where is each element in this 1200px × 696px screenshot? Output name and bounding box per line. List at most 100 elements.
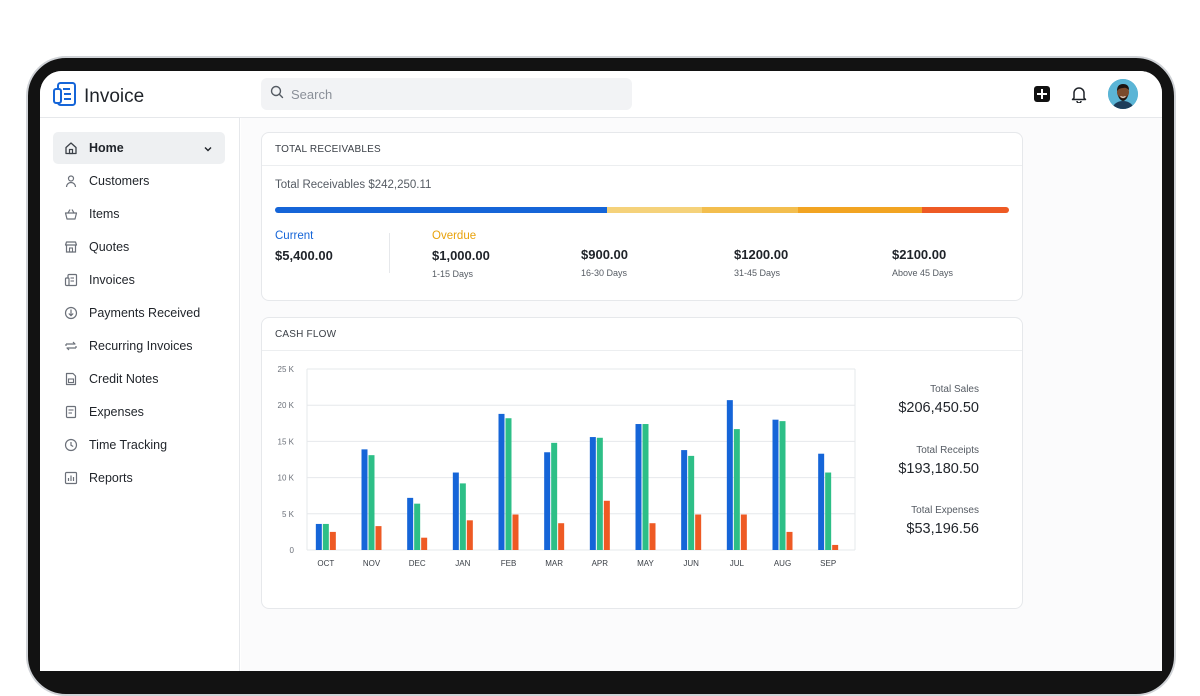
chevron-down-icon[interactable]	[203, 143, 213, 157]
expenses-bar	[375, 526, 382, 550]
sidebar-item-time-tracking[interactable]: Time Tracking	[53, 429, 225, 461]
overdue-bucket-4: $2100.00 Above 45 Days	[892, 247, 953, 278]
sales-bar	[772, 419, 779, 550]
y-tick-label: 20 K	[278, 401, 295, 410]
total-label: Total Sales	[930, 384, 979, 395]
card-title: TOTAL RECEIVABLES	[262, 133, 1022, 166]
overdue-label: Overdue	[432, 230, 477, 242]
sidebar-item-expenses[interactable]: Expenses	[53, 396, 225, 428]
y-tick-label: 15 K	[278, 437, 295, 446]
cash-flow-chart: 0 5 K 10 K 15 K 20 K 25 K OCT NOV DEC JAN FEB MAR AP…	[278, 365, 856, 568]
bucket-range: 1-15 Days	[432, 269, 474, 279]
sidebar: Home Customers Items Quotes Invoices Pay…	[40, 118, 240, 671]
x-tick-label: DEC	[409, 559, 426, 568]
overdue-bucket-1: Overdue $1,000.00 1-15 Days	[432, 230, 490, 279]
sidebar-item-label: Recurring Invoices	[89, 339, 193, 353]
overdue-bucket-2: $900.00 16-30 Days	[581, 247, 628, 278]
total-receipts: Total Receipts $193,180.50	[898, 445, 979, 477]
receipts-bar	[779, 421, 786, 550]
expenses-bar	[695, 514, 702, 550]
x-tick-label: JAN	[455, 559, 470, 568]
sidebar-item-invoices[interactable]: Invoices	[53, 264, 225, 296]
receipts-bar	[733, 429, 740, 550]
x-tick-label: NOV	[363, 559, 381, 568]
home-icon	[63, 140, 79, 156]
sidebar-item-label: Customers	[89, 174, 150, 188]
expenses-bar	[786, 531, 793, 550]
sales-bar	[361, 449, 368, 550]
basket-icon	[63, 206, 79, 222]
bucket-range: 16-30 Days	[581, 268, 628, 278]
sidebar-item-items[interactable]: Items	[53, 198, 225, 230]
bucket-amount: $1,000.00	[432, 248, 490, 263]
sales-bar	[498, 413, 505, 550]
credit-note-icon	[63, 371, 79, 387]
expenses-bar	[832, 544, 839, 550]
x-tick-label: JUL	[730, 559, 745, 568]
receipts-bar	[322, 523, 329, 550]
bucket-amount: $1200.00	[734, 247, 789, 262]
receivables-progress-bar	[275, 207, 1009, 213]
sidebar-item-label: Time Tracking	[89, 438, 168, 452]
sales-bar	[818, 453, 825, 550]
payment-icon	[63, 305, 79, 321]
sidebar-item-label: Expenses	[89, 405, 144, 419]
sidebar-item-label: Reports	[89, 471, 133, 485]
sales-bar	[315, 523, 322, 550]
total-receivables-amount: Total Receivables $242,250.11	[275, 179, 432, 191]
receipts-bar	[459, 483, 466, 550]
sidebar-item-label: Credit Notes	[89, 372, 159, 386]
clock-icon	[63, 437, 79, 453]
x-tick-label: JUN	[683, 559, 699, 568]
sidebar-item-reports[interactable]: Reports	[53, 462, 225, 494]
header-actions	[1034, 79, 1138, 109]
sidebar-item-home[interactable]: Home	[53, 132, 225, 164]
brand[interactable]: Invoice	[52, 81, 144, 112]
sales-bar	[589, 437, 596, 550]
card-title: CASH FLOW	[262, 318, 1022, 351]
search-input[interactable]	[291, 86, 611, 102]
receipts-bar	[688, 455, 695, 550]
sidebar-item-quotes[interactable]: Quotes	[53, 231, 225, 263]
x-tick-label: SEP	[820, 559, 836, 568]
receipts-bar	[414, 503, 421, 550]
y-tick-label: 5 K	[282, 510, 295, 519]
sidebar-item-recurring-invoices[interactable]: Recurring Invoices	[53, 330, 225, 362]
avatar[interactable]	[1108, 79, 1138, 109]
search-box[interactable]	[261, 78, 632, 110]
sidebar-item-payments-received[interactable]: Payments Received	[53, 297, 225, 329]
quick-create-button[interactable]	[1034, 86, 1050, 102]
cash-flow-card: CASH FLOW 0 5 K 10 K 15 K 20 K 25 K OCT NOV DEC J…	[261, 317, 1023, 609]
recurring-icon	[63, 338, 79, 354]
user-icon	[63, 173, 79, 189]
x-tick-label: OCT	[317, 559, 334, 568]
sales-bar	[544, 452, 551, 550]
receivables-bar-segment	[606, 207, 703, 213]
total-receivables-card: TOTAL RECEIVABLES Total Receivables $242…	[261, 132, 1023, 301]
sidebar-item-label: Items	[89, 207, 120, 221]
total-sales: Total Sales $206,450.50	[898, 384, 979, 416]
x-tick-label: AUG	[774, 559, 791, 568]
total-label: Total Expenses	[911, 505, 979, 516]
expenses-bar	[512, 514, 519, 550]
expenses-bar	[603, 500, 610, 550]
invoice-icon	[63, 272, 79, 288]
receipts-bar	[825, 472, 832, 550]
sales-bar	[407, 497, 414, 550]
dashboard-main: TOTAL RECEIVABLES Total Receivables $242…	[241, 118, 1162, 671]
sidebar-item-credit-notes[interactable]: Credit Notes	[53, 363, 225, 395]
current-label: Current	[275, 230, 314, 242]
bell-icon[interactable]	[1070, 85, 1088, 103]
sidebar-item-label: Home	[89, 141, 124, 155]
receipts-bar	[596, 437, 603, 550]
y-tick-label: 0	[290, 546, 295, 555]
y-tick-label: 25 K	[278, 365, 295, 374]
x-tick-label: APR	[592, 559, 609, 568]
sidebar-item-customers[interactable]: Customers	[53, 165, 225, 197]
sales-bar	[726, 400, 733, 550]
store-icon	[63, 239, 79, 255]
total-label: Total Receipts	[916, 445, 979, 456]
sales-bar	[452, 472, 459, 550]
y-tick-label: 10 K	[278, 474, 295, 483]
receipts-bar	[368, 455, 375, 550]
